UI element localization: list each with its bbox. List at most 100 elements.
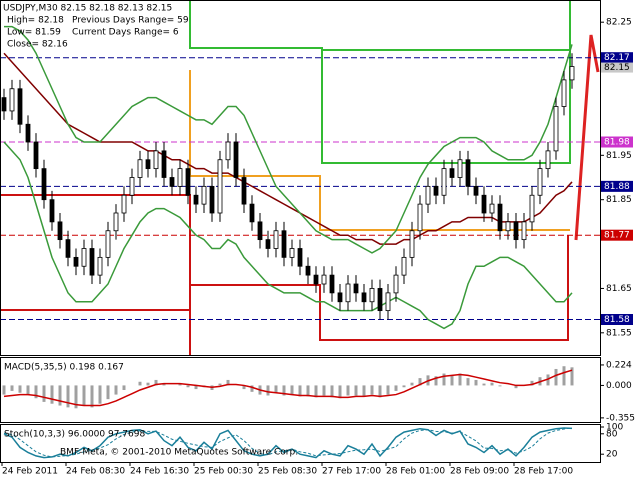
candle-body <box>457 159 463 178</box>
macd-bar <box>74 385 78 409</box>
candle-body <box>321 274 327 285</box>
macd-bar <box>498 385 502 387</box>
candle-body <box>297 248 303 267</box>
macd-bar <box>410 382 414 386</box>
candle-body <box>537 168 543 196</box>
macd-bar <box>402 385 406 388</box>
x-tick-label: 28 Feb 09:00 <box>450 467 509 477</box>
macd-bar <box>186 385 190 388</box>
candle-body <box>97 256 103 276</box>
candles <box>0 25 600 330</box>
x-tick-label: 24 Feb 2011 <box>2 467 58 477</box>
candle-body <box>233 141 239 178</box>
y-tick-label: 81.55 <box>606 328 632 338</box>
macd-bar <box>282 385 286 396</box>
info: Low= 81.59 <box>7 28 61 38</box>
candle-body <box>305 265 311 276</box>
macd-bar <box>2 385 6 395</box>
candle-body <box>137 159 143 178</box>
macd-bar <box>418 378 422 386</box>
candle-body <box>257 221 263 241</box>
x-tick-label: 24 Feb 16:30 <box>130 467 189 477</box>
macd-bar <box>18 385 22 393</box>
candle-body <box>89 248 95 276</box>
candle-body <box>361 292 367 303</box>
y-tick-label: 100 <box>606 423 623 433</box>
price-box <box>601 62 633 73</box>
level-box <box>601 314 633 325</box>
candle-body <box>201 185 207 205</box>
macd-bar <box>362 385 366 397</box>
y-tick-label: 81.95 <box>606 151 632 161</box>
macd-frame <box>0 357 601 423</box>
candle-body <box>473 185 479 196</box>
indicator-line <box>4 25 573 254</box>
candle-body <box>377 288 383 312</box>
candle-body <box>209 185 215 214</box>
candle-body <box>289 248 295 258</box>
macd-bar <box>338 385 342 399</box>
macd-bar <box>98 385 102 404</box>
y-tick-label: 82.25 <box>606 18 632 28</box>
candle-body <box>241 177 247 205</box>
y-tick-label: 80 <box>606 429 618 439</box>
candle-body <box>545 150 551 170</box>
macd-bar <box>298 385 302 397</box>
macd-bar <box>290 385 294 395</box>
macd-bar <box>570 367 574 386</box>
candle-body <box>73 256 79 267</box>
candle-body <box>9 88 15 112</box>
candle-body <box>145 159 151 170</box>
main-frame <box>0 0 601 356</box>
candle-body <box>529 194 535 223</box>
candle-body <box>409 230 415 258</box>
candle-body <box>193 194 199 205</box>
x-tick-label: 25 Feb 00:30 <box>194 467 253 477</box>
macd-bar <box>386 385 390 395</box>
candle-body <box>441 168 447 196</box>
level-label: 82.17 <box>604 53 630 63</box>
macd-bar <box>450 375 454 386</box>
x-tick-label: 28 Feb 17:00 <box>514 467 573 477</box>
macd-bar <box>218 383 222 386</box>
macd-bar <box>514 385 518 389</box>
symbol-title: USDJPY,M30 82.15 82.18 82.13 82.15 <box>3 4 172 14</box>
stoch-title: Stoch(10,3,3) 96.0000 97.7698 <box>4 430 145 440</box>
candle-body <box>17 88 23 125</box>
stoch-frame <box>0 424 601 463</box>
candle-body <box>33 141 39 170</box>
candle-body <box>353 283 359 294</box>
candle-body <box>113 212 119 232</box>
macd-bar <box>490 382 494 386</box>
macd-bar <box>378 385 382 398</box>
macd-bar <box>90 385 94 408</box>
macd-bar <box>58 385 62 406</box>
macd-bar <box>466 378 470 386</box>
macd-bar <box>154 379 158 386</box>
frames <box>0 0 601 463</box>
candle-body <box>449 168 455 178</box>
macd-bar <box>34 385 38 399</box>
candle-body <box>121 194 127 214</box>
level-box <box>601 52 633 64</box>
x-tick-label: 28 Feb 01:00 <box>386 467 445 477</box>
macd-bar <box>266 385 270 396</box>
macd-bar <box>106 385 110 400</box>
indicator-line <box>3 369 573 407</box>
macd-bar <box>482 383 486 386</box>
macd-bar <box>562 366 566 386</box>
candle-body <box>281 230 287 258</box>
macd-bar <box>474 379 478 386</box>
candle-body <box>81 248 87 267</box>
y-tick-label: 81.65 <box>606 284 632 294</box>
candle-body <box>161 150 167 178</box>
level-label: 81.88 <box>604 182 630 192</box>
macd-bar <box>306 385 310 397</box>
info: Current Days Range= 6 <box>72 28 179 38</box>
indicator-line <box>3 141 573 330</box>
macd-bar <box>26 385 30 395</box>
level-box <box>601 180 633 192</box>
indicator-line <box>3 427 573 458</box>
macd-bar <box>226 379 230 386</box>
indicator-line <box>3 427 573 459</box>
